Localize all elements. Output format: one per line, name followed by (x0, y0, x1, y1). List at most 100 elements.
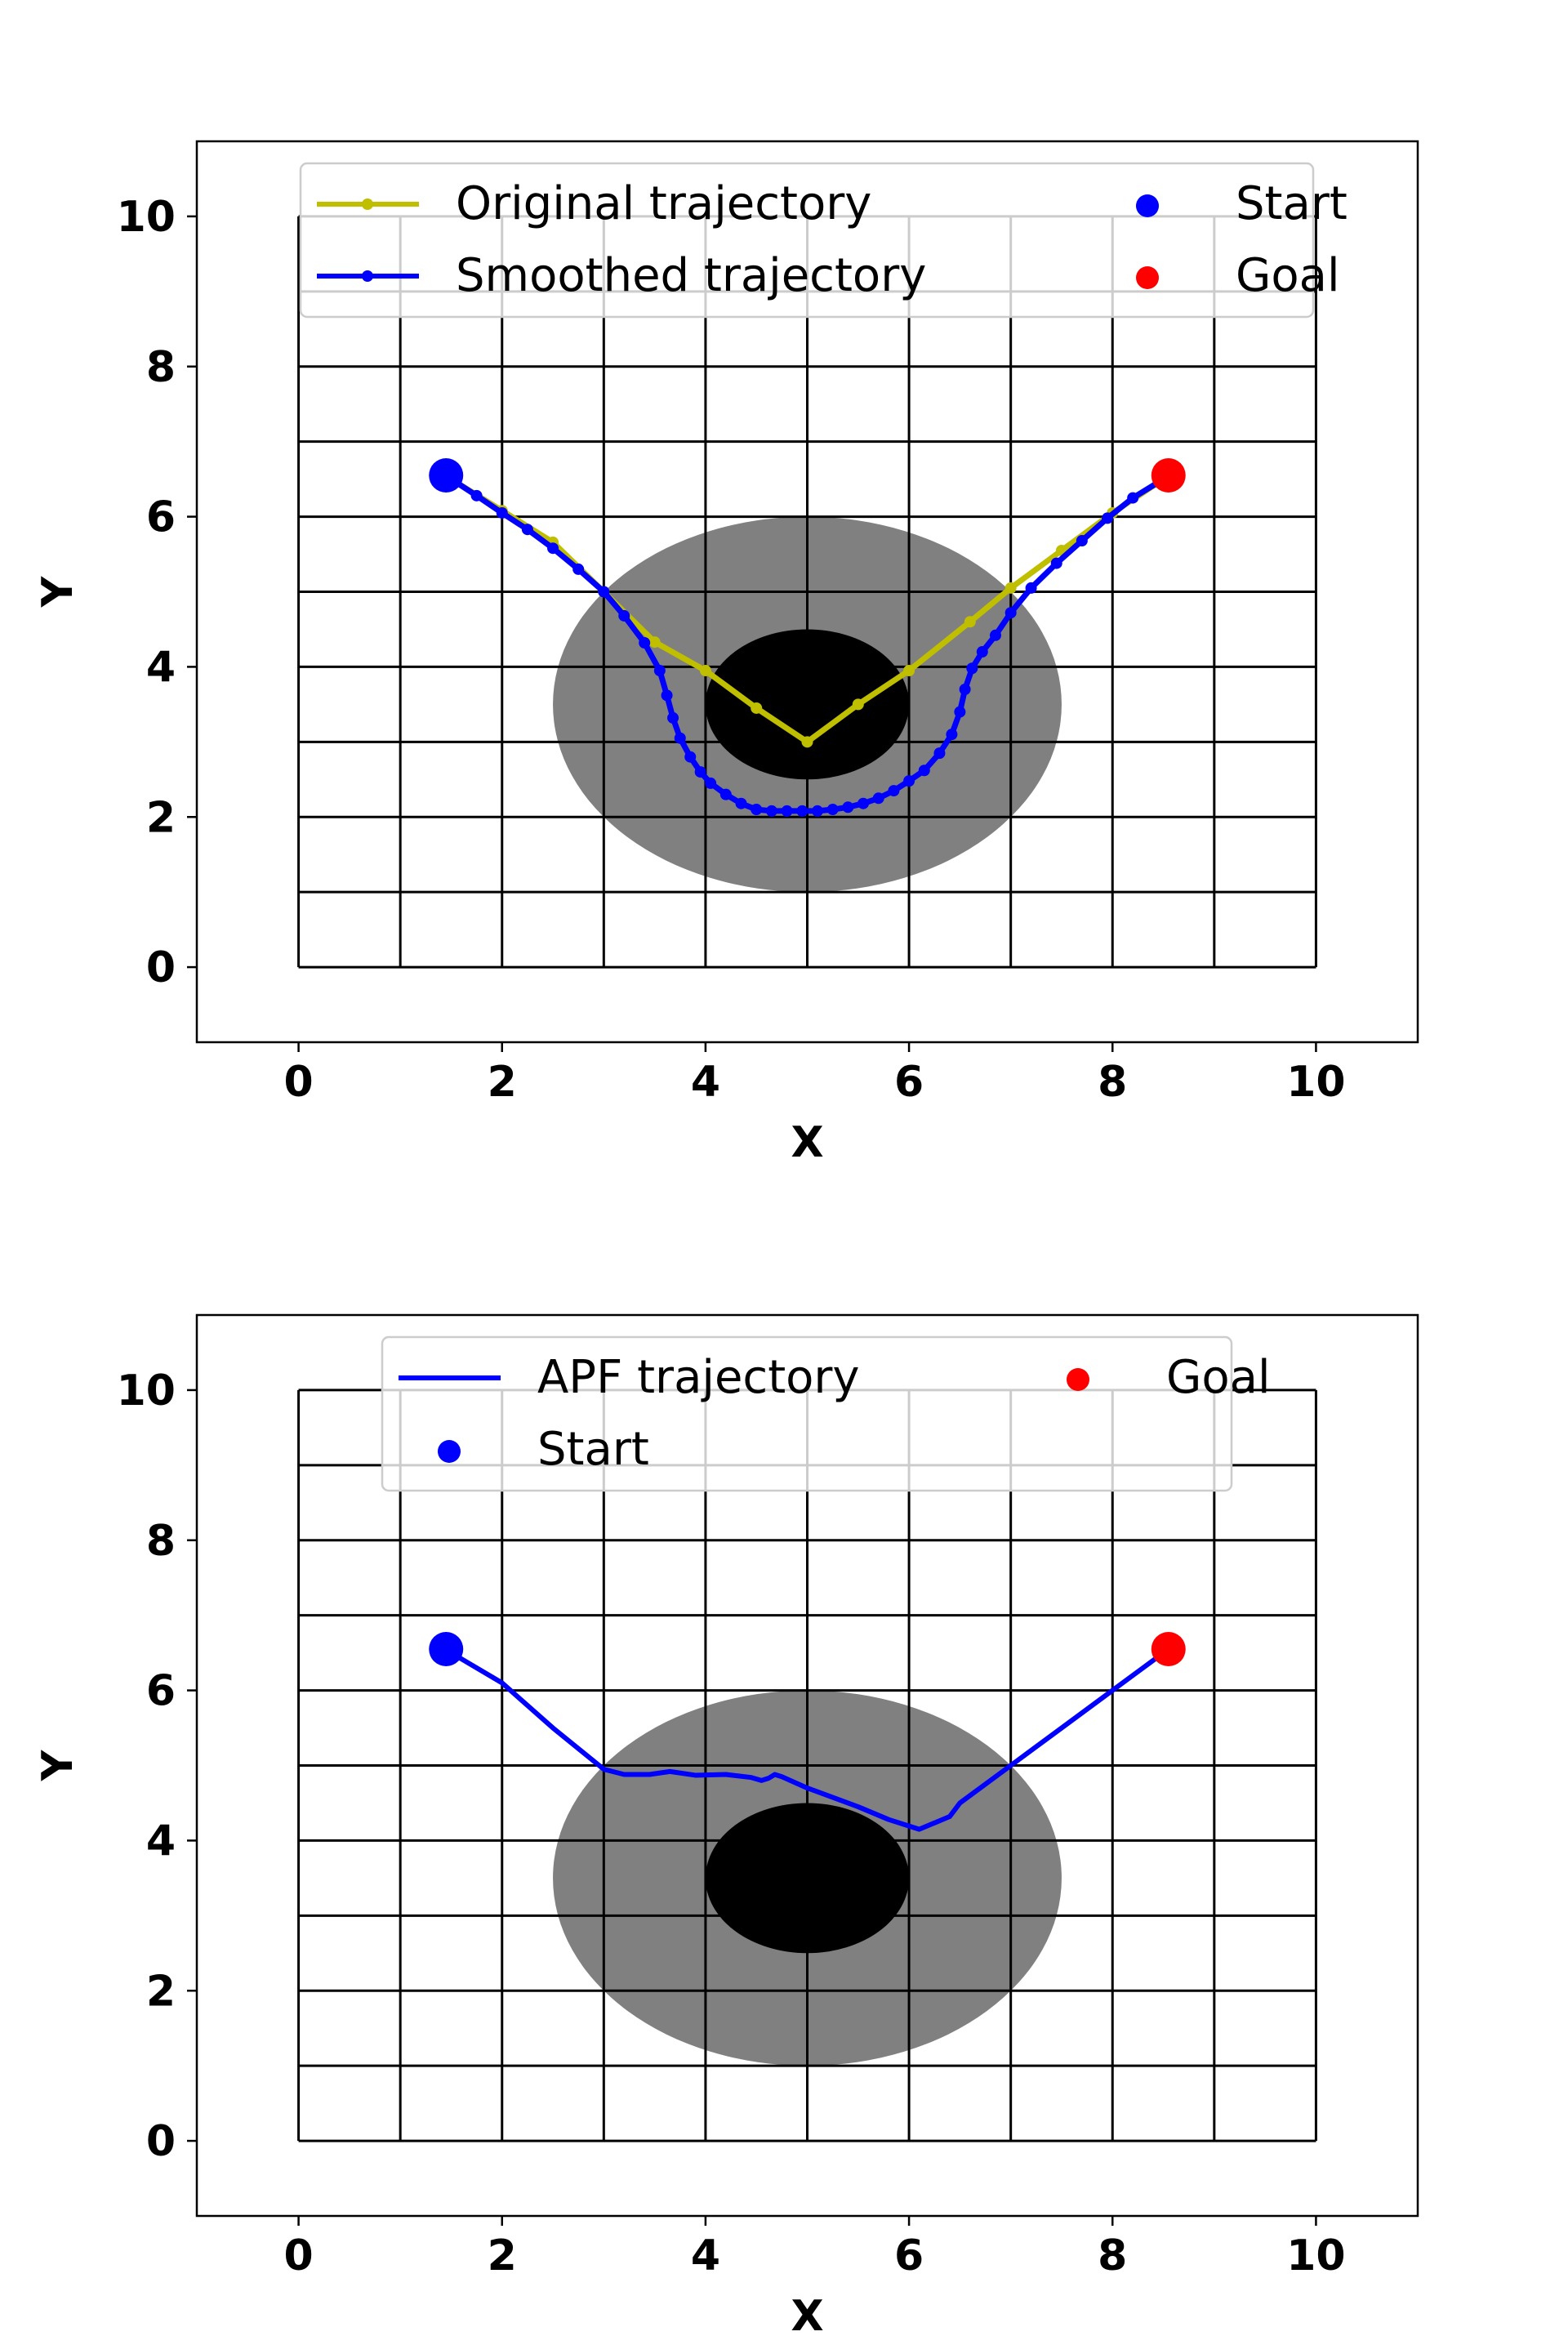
x-tick-label: 6 (894, 2231, 924, 2280)
axes-frame (195, 1313, 1419, 2218)
x-tick-label: 10 (1286, 2231, 1345, 2280)
legend-swatch-point (1136, 266, 1159, 289)
series-point (989, 629, 1001, 641)
series-point (918, 765, 930, 777)
series-point (852, 698, 864, 711)
legend-entry: Original trajectory (317, 177, 871, 230)
chart-panel-2: 0 2 4 6 8 10 0 2 4 6 8 10 X Y APF trajectory Start Goal (33, 1313, 1419, 2336)
x-tick-label: 6 (894, 1058, 924, 1107)
series-point (781, 805, 793, 817)
x-tick-label: 2 (488, 1058, 517, 1107)
series-point (719, 788, 732, 800)
y-tick-label: 6 (146, 493, 176, 542)
y-tick-label: 2 (146, 1967, 176, 2016)
legend-entry: APF trajectory (399, 1351, 860, 1404)
legend-label: Goal (1166, 1351, 1271, 1404)
series-point (648, 636, 661, 649)
series-line-1 (449, 1651, 1165, 1832)
start-point (429, 458, 464, 493)
legend-entry: Start (438, 1423, 649, 1476)
legend-label: Start (537, 1423, 649, 1476)
x-tick-label: 0 (283, 2231, 313, 2280)
series-point (653, 665, 666, 677)
goal-point (1151, 458, 1186, 493)
x-axis-label: X (791, 1118, 823, 1167)
series-point (903, 665, 915, 677)
series-point (1127, 492, 1139, 504)
legend-swatch-point (438, 1440, 461, 1463)
start-point (429, 1632, 464, 1667)
x-tick-label: 8 (1098, 2231, 1127, 2280)
series-point (496, 506, 508, 519)
series-point (547, 542, 559, 555)
series-point (966, 662, 978, 675)
series-point (946, 729, 958, 741)
legend-swatch-marker (362, 270, 373, 282)
series-point (959, 683, 971, 695)
legend-box (299, 162, 1315, 319)
y-tick-label: 4 (146, 643, 176, 692)
y-tick-label: 4 (146, 1817, 176, 1866)
y-tick-label: 10 (117, 193, 176, 242)
series-point (1102, 512, 1114, 524)
axes-frame (195, 140, 1419, 1044)
y-tick-label: 6 (146, 1667, 176, 1716)
y-tick-label: 0 (146, 943, 176, 992)
series-point (699, 665, 711, 677)
x-tick-label: 2 (488, 2231, 517, 2280)
series-point (751, 804, 763, 816)
series-point (842, 801, 854, 814)
legend-label: Original trajectory (456, 177, 871, 230)
series-point (470, 489, 483, 502)
series-point (751, 702, 763, 714)
x-axis-label: X (791, 2292, 823, 2336)
series-point (933, 747, 946, 760)
series-point (1004, 582, 1017, 594)
legend-label: Smoothed trajectory (456, 249, 926, 302)
y-axis-label: Y (33, 1749, 82, 1781)
series-point (903, 775, 915, 787)
series-point (639, 637, 651, 649)
legend-swatch-point (1067, 1368, 1089, 1391)
x-tick-label: 0 (283, 1058, 313, 1107)
legend-label: APF trajectory (537, 1351, 860, 1404)
series-point (684, 751, 697, 763)
series-point (735, 797, 747, 809)
series-point (976, 646, 988, 658)
series-point (1076, 534, 1088, 546)
series-point (667, 711, 679, 724)
series-point (1004, 607, 1017, 619)
legend-entry: Goal (1067, 1351, 1271, 1404)
series-point (888, 785, 900, 797)
legend-swatch-point (1136, 194, 1159, 217)
legend-box (381, 1335, 1233, 1492)
legend: APF trajectory Start Goal (381, 1335, 1271, 1492)
chart-panel-1: 0 2 4 6 8 10 0 2 4 6 8 10 X Y Original trajectory Smoot… (33, 140, 1419, 1167)
y-tick-label: 8 (146, 1517, 176, 1566)
series-point (796, 805, 808, 817)
series-point (694, 766, 706, 778)
series-point (598, 586, 610, 598)
series-point (954, 706, 966, 718)
y-tick-label: 2 (146, 793, 176, 842)
series-point (572, 563, 585, 575)
legend-swatch-marker (362, 198, 373, 210)
legend-entry: Goal (1136, 249, 1340, 302)
series-point (618, 609, 630, 622)
y-axis-label: Y (33, 575, 82, 608)
series-point (826, 804, 839, 816)
legend-label: Goal (1236, 249, 1340, 302)
series-point (1050, 557, 1062, 569)
series-point (1025, 582, 1037, 594)
x-tick-label: 10 (1286, 1058, 1345, 1107)
x-tick-label: 4 (691, 2231, 720, 2280)
series-point (674, 732, 686, 744)
series-point (661, 689, 673, 702)
legend: Original trajectory Smoothed trajectory St… (299, 162, 1348, 319)
series-point (872, 792, 884, 805)
legend-entry: Smoothed trajectory (317, 249, 926, 302)
y-tick-label: 0 (146, 2117, 176, 2166)
x-tick-label: 4 (691, 1058, 720, 1107)
goal-point (1151, 1632, 1186, 1667)
